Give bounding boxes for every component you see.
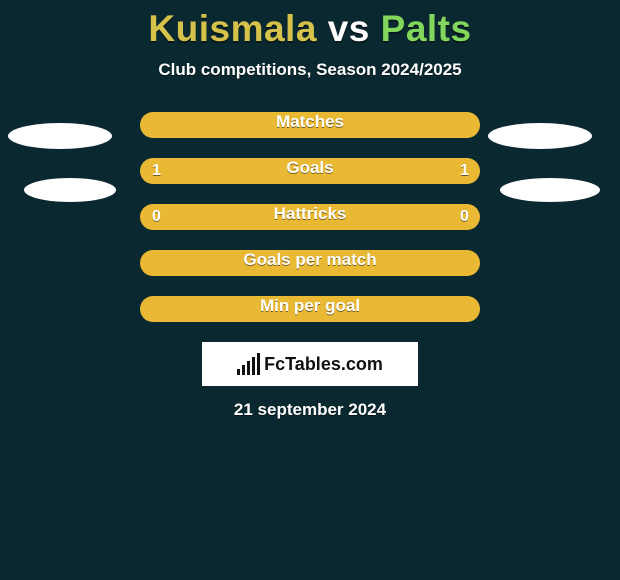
stat-bar xyxy=(140,250,480,276)
stat-bar xyxy=(140,112,480,138)
stat-value-right: 0 xyxy=(460,208,469,226)
stat-bar xyxy=(140,158,480,184)
stat-bar xyxy=(140,204,480,230)
date: 21 september 2024 xyxy=(0,400,620,420)
title-vs: vs xyxy=(317,8,381,49)
stat-value-right: 1 xyxy=(460,162,469,180)
stat-bar xyxy=(140,296,480,322)
decorative-ellipse xyxy=(488,123,592,149)
decorative-ellipse xyxy=(500,178,600,202)
page-title: Kuismala vs Palts xyxy=(0,0,620,50)
decorative-ellipse xyxy=(24,178,116,202)
title-player2: Palts xyxy=(381,8,472,49)
title-player1: Kuismala xyxy=(148,8,317,49)
stat-value-left: 1 xyxy=(152,162,161,180)
stat-row: Hattricks00 xyxy=(0,204,620,230)
logo-bars-icon xyxy=(237,353,260,375)
subtitle: Club competitions, Season 2024/2025 xyxy=(0,60,620,80)
logo: FcTables.com xyxy=(202,342,418,386)
stat-row: Goals per match xyxy=(0,250,620,276)
logo-text: FcTables.com xyxy=(264,354,383,375)
stat-value-left: 0 xyxy=(152,208,161,226)
stat-row: Min per goal xyxy=(0,296,620,322)
decorative-ellipse xyxy=(8,123,112,149)
